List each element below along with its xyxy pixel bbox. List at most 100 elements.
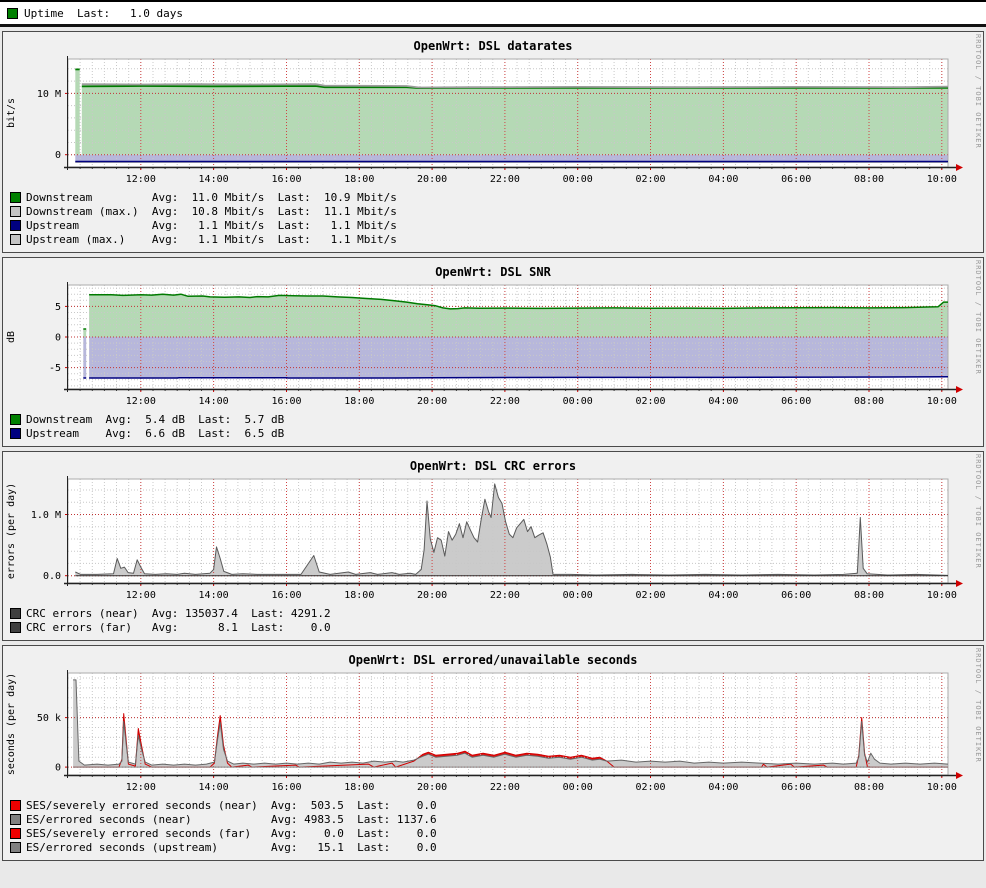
legend-text: Upstream (max.) Avg: 1.1 Mbit/s Last: 1.… bbox=[26, 232, 397, 246]
svg-text:08:00: 08:00 bbox=[854, 782, 884, 793]
svg-text:errors (per day): errors (per day) bbox=[6, 483, 17, 579]
legend-row: Upstream Avg: 1.1 Mbit/s Last: 1.1 Mbit/… bbox=[10, 218, 983, 232]
legend-swatch bbox=[10, 621, 21, 633]
crc-errors-legend: CRC errors (near) Avg: 135037.4 Last: 42… bbox=[3, 604, 983, 635]
svg-text:-5: -5 bbox=[49, 363, 61, 374]
legend-row: Downstream (max.) Avg: 10.8 Mbit/s Last:… bbox=[10, 204, 983, 218]
chart-title: OpenWrt: DSL SNR bbox=[435, 265, 551, 279]
legend-row: ES/errored seconds (upstream) Avg: 15.1 … bbox=[10, 840, 983, 854]
chart-panel-crc-errors: OpenWrt: DSL CRC errors 1.0 M 0.0 12:00 14:… bbox=[2, 451, 984, 641]
legend-text: ES/errored seconds (near) Avg: 4983.5 La… bbox=[26, 812, 437, 826]
legend-row: CRC errors (far) Avg: 8.1 Last: 0.0 bbox=[10, 620, 983, 634]
rrdtool-watermark: RRDTOOL / TOBI OETIKER bbox=[974, 454, 982, 569]
svg-text:12:00: 12:00 bbox=[126, 396, 156, 407]
svg-text:04:00: 04:00 bbox=[708, 174, 738, 185]
uptime-bar: Uptime Last: 1.0 days bbox=[0, 0, 986, 27]
rrdtool-watermark: RRDTOOL / TOBI OETIKER bbox=[974, 34, 982, 149]
svg-text:00:00: 00:00 bbox=[563, 396, 593, 407]
svg-text:08:00: 08:00 bbox=[854, 396, 884, 407]
svg-text:0.0: 0.0 bbox=[43, 571, 61, 582]
legend-swatch bbox=[10, 413, 21, 425]
svg-text:18:00: 18:00 bbox=[344, 396, 374, 407]
legend-text: SES/severely errored seconds (near) Avg:… bbox=[26, 798, 437, 812]
svg-text:14:00: 14:00 bbox=[199, 590, 229, 601]
chart-panel-errored-seconds: OpenWrt: DSL errored/unavailable seconds… bbox=[2, 645, 984, 861]
legend-row: Upstream (max.) Avg: 1.1 Mbit/s Last: 1.… bbox=[10, 232, 983, 246]
legend-row: SES/severely errored seconds (near) Avg:… bbox=[10, 798, 983, 812]
svg-text:16:00: 16:00 bbox=[271, 174, 301, 185]
chart-panel-snr: OpenWrt: DSL SNR 5 0 -5 12:00 14:00 16:00 18:0… bbox=[2, 257, 984, 447]
legend-swatch bbox=[10, 607, 21, 619]
legend-row: Downstream Avg: 5.4 dB Last: 5.7 dB bbox=[10, 412, 983, 426]
rrdtool-watermark: RRDTOOL / TOBI OETIKER bbox=[974, 260, 982, 375]
svg-text:10 M: 10 M bbox=[37, 89, 61, 100]
svg-text:04:00: 04:00 bbox=[708, 782, 738, 793]
legend-row: ES/errored seconds (near) Avg: 4983.5 La… bbox=[10, 812, 983, 826]
svg-text:06:00: 06:00 bbox=[781, 590, 811, 601]
svg-text:10:00: 10:00 bbox=[927, 590, 957, 601]
svg-text:20:00: 20:00 bbox=[417, 590, 447, 601]
svg-text:18:00: 18:00 bbox=[344, 174, 374, 185]
svg-text:22:00: 22:00 bbox=[490, 396, 520, 407]
svg-text:04:00: 04:00 bbox=[708, 396, 738, 407]
svg-text:bit/s: bit/s bbox=[6, 98, 17, 128]
svg-text:14:00: 14:00 bbox=[199, 396, 229, 407]
svg-text:22:00: 22:00 bbox=[490, 174, 520, 185]
legend-text: Downstream Avg: 11.0 Mbit/s Last: 10.9 M… bbox=[26, 190, 397, 204]
svg-text:02:00: 02:00 bbox=[635, 396, 665, 407]
svg-text:00:00: 00:00 bbox=[563, 174, 593, 185]
legend-text: Downstream Avg: 5.4 dB Last: 5.7 dB bbox=[26, 412, 285, 426]
svg-text:02:00: 02:00 bbox=[635, 782, 665, 793]
svg-text:14:00: 14:00 bbox=[199, 174, 229, 185]
svg-text:12:00: 12:00 bbox=[126, 174, 156, 185]
datarates-plot: 10 M 0 12:00 14:00 16:00 18:00 20:00 22:00 00:00… bbox=[6, 56, 963, 185]
legend-swatch bbox=[10, 813, 21, 825]
crc-errors-plot: 1.0 M 0.0 12:00 14:00 16:00 18:00 20:00 22:00 00… bbox=[6, 476, 963, 601]
rrdtool-stats-page: { "uptime_bar": { "color": "#008000", "t… bbox=[0, 0, 986, 861]
chart-title: OpenWrt: DSL CRC errors bbox=[409, 459, 577, 473]
datarates-legend: Downstream Avg: 11.0 Mbit/s Last: 10.9 M… bbox=[3, 188, 983, 247]
legend-swatch bbox=[10, 841, 21, 853]
svg-text:20:00: 20:00 bbox=[417, 396, 447, 407]
svg-text:16:00: 16:00 bbox=[271, 396, 301, 407]
svg-text:06:00: 06:00 bbox=[781, 174, 811, 185]
svg-text:10:00: 10:00 bbox=[927, 174, 957, 185]
svg-text:5: 5 bbox=[55, 302, 61, 313]
legend-text: ES/errored seconds (upstream) Avg: 15.1 … bbox=[26, 840, 437, 854]
svg-text:00:00: 00:00 bbox=[563, 590, 593, 601]
svg-text:08:00: 08:00 bbox=[854, 590, 884, 601]
legend-swatch bbox=[10, 427, 21, 439]
svg-text:14:00: 14:00 bbox=[199, 782, 229, 793]
legend-text: Upstream Avg: 6.6 dB Last: 6.5 dB bbox=[26, 426, 285, 440]
svg-text:08:00: 08:00 bbox=[854, 174, 884, 185]
snr-legend: Downstream Avg: 5.4 dB Last: 5.7 dB Upstr… bbox=[3, 410, 983, 441]
svg-text:22:00: 22:00 bbox=[490, 782, 520, 793]
svg-text:0: 0 bbox=[55, 150, 61, 161]
legend-row: Upstream Avg: 6.6 dB Last: 6.5 dB bbox=[10, 426, 983, 440]
svg-text:18:00: 18:00 bbox=[344, 782, 374, 793]
rrdtool-watermark: RRDTOOL / TOBI OETIKER bbox=[974, 648, 982, 763]
svg-text:18:00: 18:00 bbox=[344, 590, 374, 601]
errored-seconds-plot: 50 k 0 12:00 14:00 16:00 18:00 20:00 22:00 00:00… bbox=[6, 670, 963, 793]
legend-text: CRC errors (far) Avg: 8.1 Last: 0.0 bbox=[26, 620, 331, 634]
svg-text:06:00: 06:00 bbox=[781, 396, 811, 407]
svg-text:02:00: 02:00 bbox=[635, 590, 665, 601]
legend-text: Upstream Avg: 1.1 Mbit/s Last: 1.1 Mbit/… bbox=[26, 218, 397, 232]
svg-text:20:00: 20:00 bbox=[417, 174, 447, 185]
uptime-text: Uptime Last: 1.0 days bbox=[24, 6, 183, 20]
chart-title: OpenWrt: DSL datarates bbox=[413, 39, 573, 53]
legend-text: CRC errors (near) Avg: 135037.4 Last: 42… bbox=[26, 606, 331, 620]
svg-text:0: 0 bbox=[55, 333, 61, 344]
legend-swatch bbox=[10, 205, 21, 217]
svg-text:1.0 M: 1.0 M bbox=[31, 510, 61, 521]
svg-text:dB: dB bbox=[6, 331, 17, 343]
svg-text:12:00: 12:00 bbox=[126, 782, 156, 793]
legend-swatch bbox=[10, 191, 21, 203]
legend-swatch bbox=[10, 827, 21, 839]
uptime-swatch bbox=[7, 7, 18, 19]
svg-text:10:00: 10:00 bbox=[927, 396, 957, 407]
legend-text: Downstream (max.) Avg: 10.8 Mbit/s Last:… bbox=[26, 204, 397, 218]
legend-row: Downstream Avg: 11.0 Mbit/s Last: 10.9 M… bbox=[10, 190, 983, 204]
svg-text:seconds (per day): seconds (per day) bbox=[6, 673, 17, 775]
snr-plot: 5 0 -5 12:00 14:00 16:00 18:00 20:00 22:00 00:00 0… bbox=[6, 282, 963, 407]
